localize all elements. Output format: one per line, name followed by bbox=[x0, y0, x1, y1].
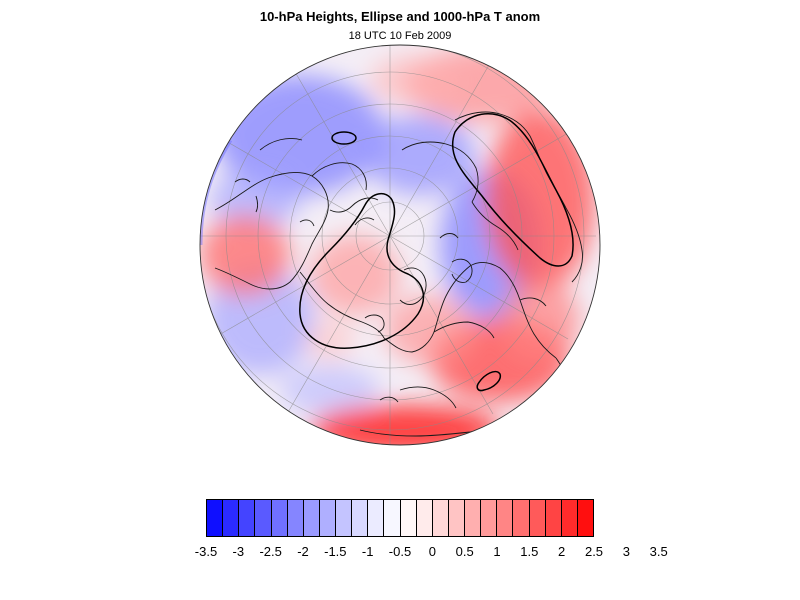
colorbar-tick-label: 3 bbox=[622, 544, 630, 559]
colorbar-tick-label: 1 bbox=[493, 544, 501, 559]
colorbar-cell bbox=[287, 500, 304, 536]
colorbar-cell bbox=[271, 500, 288, 536]
height-ellipse-contours bbox=[299, 113, 574, 392]
colorbar-tick-label: 0 bbox=[428, 544, 436, 559]
colorbar-cell bbox=[352, 500, 369, 536]
colorbar-tick-label: -1 bbox=[361, 544, 374, 559]
colorbar-cell bbox=[465, 500, 482, 536]
colorbar-cell bbox=[448, 500, 465, 536]
colorbar-cell bbox=[207, 500, 224, 536]
colorbar-cell bbox=[561, 500, 578, 536]
colorbar-labels: -3.5 -3 -2.5 -2 -1.5 -1 -0.5 0 0.5 1 1.5 2 2.5 3 3.5 bbox=[0, 544, 800, 564]
colorbar-tick-label: -3.5 bbox=[194, 544, 218, 559]
colorbar-tick-label: 1.5 bbox=[520, 544, 539, 559]
colorbar-tick-label: -0.5 bbox=[388, 544, 412, 559]
colorbar-tick-label: -3 bbox=[232, 544, 245, 559]
colorbar-cell bbox=[529, 500, 546, 536]
colorbar-cell bbox=[319, 500, 336, 536]
map-title: 10-hPa Heights, Ellipse and 1000-hPa T a… bbox=[259, 9, 541, 24]
colorbar-cell bbox=[303, 500, 320, 536]
globe-disk bbox=[200, 45, 600, 445]
colorbar-cell bbox=[513, 500, 530, 536]
colorbar-tick-label: -2 bbox=[297, 544, 309, 559]
colorbar-cell bbox=[416, 500, 433, 536]
colorbar-cell bbox=[384, 500, 401, 536]
colorbar-cell bbox=[577, 500, 593, 536]
colorbar-tick-label: -2.5 bbox=[259, 544, 282, 559]
colorbar-cell bbox=[255, 500, 272, 536]
colorbar-tick-label: -1.5 bbox=[324, 544, 347, 559]
colorbar-cell bbox=[336, 500, 353, 536]
colorbar-cell bbox=[368, 500, 385, 536]
colorbar-tick-label: 2 bbox=[558, 544, 566, 559]
colorbar-tick-label: 3.5 bbox=[649, 544, 668, 559]
map-subtitle: 18 UTC 10 Feb 2009 bbox=[348, 30, 452, 42]
colorbar-cell bbox=[400, 500, 417, 536]
colorbar-cell bbox=[481, 500, 498, 536]
colorbar-cell bbox=[497, 500, 514, 536]
colorbar-cell bbox=[545, 500, 562, 536]
colorbar bbox=[206, 499, 594, 537]
colorbar-cell bbox=[223, 500, 240, 536]
colorbar-cell bbox=[239, 500, 256, 536]
colorbar-tick-label: 0.5 bbox=[455, 544, 474, 559]
globe-outline bbox=[199, 44, 601, 446]
colorbar-tick-label: 2.5 bbox=[584, 544, 604, 559]
colorbar-cell bbox=[432, 500, 449, 536]
coastlines bbox=[214, 111, 583, 437]
